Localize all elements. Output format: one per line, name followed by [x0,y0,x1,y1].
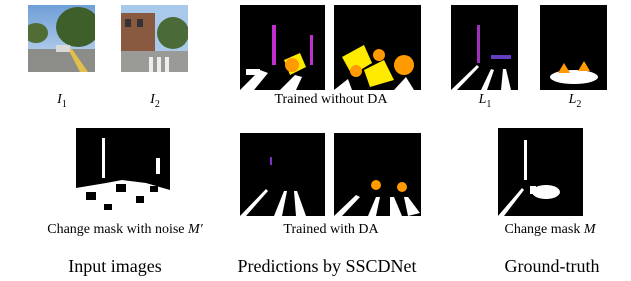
subscript: 2 [576,99,581,110]
label-image-2 [540,5,607,90]
image-label: I2 [150,92,160,110]
change-mask [498,128,583,216]
panel-caption: Ground-truth [505,256,600,277]
prediction-without-da-1 [240,5,325,90]
image-label: Trained with DA [283,222,378,238]
label-text: Change mask with noise [47,222,184,237]
prediction-with-da-1 [240,133,325,216]
image-label: I1 [57,92,67,110]
input-image-1 [28,5,95,72]
panel-caption: Predictions by SSCDNet [237,256,416,277]
symbol: L [479,92,487,107]
image-label: L2 [569,92,582,110]
symbol: M′ [188,222,203,237]
prediction-with-da-2 [334,133,421,216]
figure: I1 I2 Trained without DA L1 L2 Change ma… [0,0,631,281]
subscript: 1 [486,99,491,110]
image-label: Change mask M [505,222,596,238]
label-text: Change mask [505,222,581,237]
symbol: M [584,222,596,237]
image-label: Trained without DA [274,92,387,108]
panel-caption: Input images [68,256,161,277]
image-label: Change mask with noise M′ [47,222,203,238]
subscript: 2 [155,99,160,110]
input-image-2 [121,5,188,72]
symbol: L [569,92,577,107]
subscript: 1 [62,99,67,110]
image-label: L1 [479,92,492,110]
prediction-without-da-2 [334,5,421,90]
noisy-change-mask [76,128,170,216]
label-image-1 [451,5,518,90]
